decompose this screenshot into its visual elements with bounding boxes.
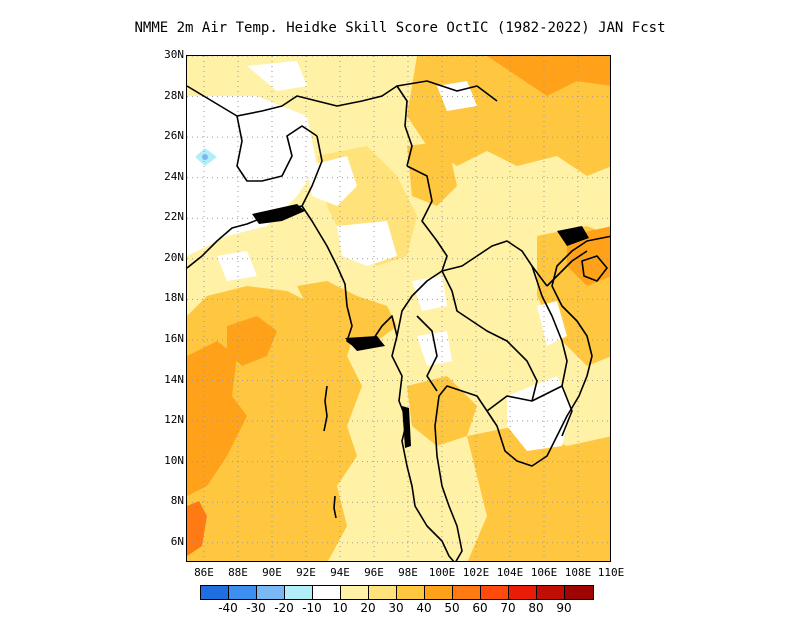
white-cambodia bbox=[507, 376, 572, 451]
lat-label: 30N bbox=[164, 48, 184, 61]
nicobar-islands bbox=[333, 495, 337, 519]
myanmar-china-border bbox=[406, 165, 448, 272]
irrawaddy-delta bbox=[345, 336, 385, 351]
coastal-detail bbox=[252, 204, 589, 448]
colorbar-label: 40 bbox=[416, 601, 432, 615]
china-laos-border bbox=[441, 240, 548, 287]
lon-label: 96E bbox=[364, 566, 384, 579]
north-deeper-orange bbox=[487, 56, 610, 96]
lon-label: 92E bbox=[296, 566, 316, 579]
india-east-coast bbox=[187, 217, 263, 269]
lat-label: 26N bbox=[164, 129, 184, 142]
colorbar-label: 20 bbox=[360, 601, 376, 615]
india-bangladesh-border bbox=[236, 115, 318, 182]
lat-label: 12N bbox=[164, 413, 184, 426]
lat-label: 20N bbox=[164, 251, 184, 264]
central-orange-patch bbox=[407, 141, 457, 206]
gulf-thailand-coast bbox=[434, 235, 610, 561]
colorbar-swatch bbox=[453, 586, 481, 599]
colorbar-label: 90 bbox=[556, 601, 572, 615]
sundarbans-delta bbox=[252, 204, 305, 224]
colorbar-swatch bbox=[565, 586, 593, 599]
myanmar-western-border bbox=[301, 135, 323, 207]
south-sea-orange bbox=[467, 426, 610, 561]
lon-label: 106E bbox=[530, 566, 558, 579]
lat-label: 10N bbox=[164, 454, 184, 467]
lon-label: 94E bbox=[330, 566, 350, 579]
bay-bengal-orange-patch bbox=[227, 316, 277, 366]
colorbar-swatch bbox=[313, 586, 341, 599]
myanmar-thailand-border bbox=[396, 270, 443, 337]
colorbar-swatch bbox=[341, 586, 369, 599]
colorbar-swatch bbox=[257, 586, 285, 599]
white-laos bbox=[412, 276, 447, 311]
colorbar-label: 80 bbox=[528, 601, 544, 615]
red-river-delta bbox=[557, 226, 589, 246]
colorbar-swatch bbox=[509, 586, 537, 599]
colorbar-swatch bbox=[285, 586, 313, 599]
vietnam-north-coast bbox=[546, 250, 588, 287]
lat-lon-grid bbox=[187, 56, 610, 561]
colorbar-swatch bbox=[369, 586, 397, 599]
lat-label: 6N bbox=[170, 535, 184, 548]
andaman-islands bbox=[323, 385, 328, 432]
skill-score-map bbox=[186, 55, 611, 562]
colorbar-label: 30 bbox=[388, 601, 404, 615]
colorbar-label: -30 bbox=[246, 601, 266, 615]
lon-label: 86E bbox=[194, 566, 214, 579]
northern-border bbox=[187, 85, 413, 167]
lat-label: 14N bbox=[164, 373, 184, 386]
colorbar-label: -40 bbox=[218, 601, 238, 615]
white-thailand bbox=[417, 331, 452, 366]
lon-label: 108E bbox=[564, 566, 592, 579]
white-india-region bbox=[187, 96, 317, 256]
laos-vietnam-border bbox=[531, 265, 568, 387]
laos-thailand-border bbox=[441, 270, 538, 402]
cambodia-border bbox=[486, 385, 573, 437]
colorbar-swatch bbox=[481, 586, 509, 599]
colorbar-swatch bbox=[537, 586, 565, 599]
lat-label: 8N bbox=[170, 494, 184, 507]
cyan-negative-core bbox=[202, 154, 208, 160]
no-skill-regions bbox=[187, 61, 572, 451]
map-title: NMME 2m Air Temp. Heidke Skill Score Oct… bbox=[134, 20, 666, 36]
lon-label: 104E bbox=[496, 566, 524, 579]
white-myanmar-mid bbox=[337, 221, 397, 266]
colorbar-swatch bbox=[425, 586, 453, 599]
coastlines-borders bbox=[187, 80, 610, 561]
western-ocean-deeper-orange bbox=[187, 341, 247, 496]
thailand-laos-inner bbox=[416, 315, 438, 392]
lon-label: 102E bbox=[462, 566, 490, 579]
lon-label: 100E bbox=[428, 566, 456, 579]
lat-label: 22N bbox=[164, 210, 184, 223]
lat-label: 16N bbox=[164, 332, 184, 345]
china-inner-border bbox=[396, 80, 498, 102]
lon-label: 110E bbox=[597, 566, 625, 579]
colorbar-label: -10 bbox=[302, 601, 322, 615]
lon-label: 98E bbox=[398, 566, 418, 579]
colorbar-label: -20 bbox=[274, 601, 294, 615]
colorbar-swatch bbox=[201, 586, 229, 599]
andaman-orange bbox=[297, 281, 397, 341]
colorbar-label: 50 bbox=[444, 601, 460, 615]
colorbar-label: 70 bbox=[500, 601, 516, 615]
colorbar-swatch bbox=[397, 586, 425, 599]
map-canvas bbox=[187, 56, 610, 561]
lon-label: 90E bbox=[262, 566, 282, 579]
colorbar-label: 60 bbox=[472, 601, 488, 615]
white-north-tip bbox=[247, 61, 307, 91]
lat-label: 18N bbox=[164, 291, 184, 304]
colorbar-label: 10 bbox=[332, 601, 348, 615]
mergui-archipelago bbox=[402, 406, 411, 448]
hainan-island bbox=[581, 255, 608, 282]
lat-label: 28N bbox=[164, 89, 184, 102]
colorbar bbox=[200, 585, 594, 600]
colorbar-swatch bbox=[229, 586, 257, 599]
lat-label: 24N bbox=[164, 170, 184, 183]
lon-label: 88E bbox=[228, 566, 248, 579]
